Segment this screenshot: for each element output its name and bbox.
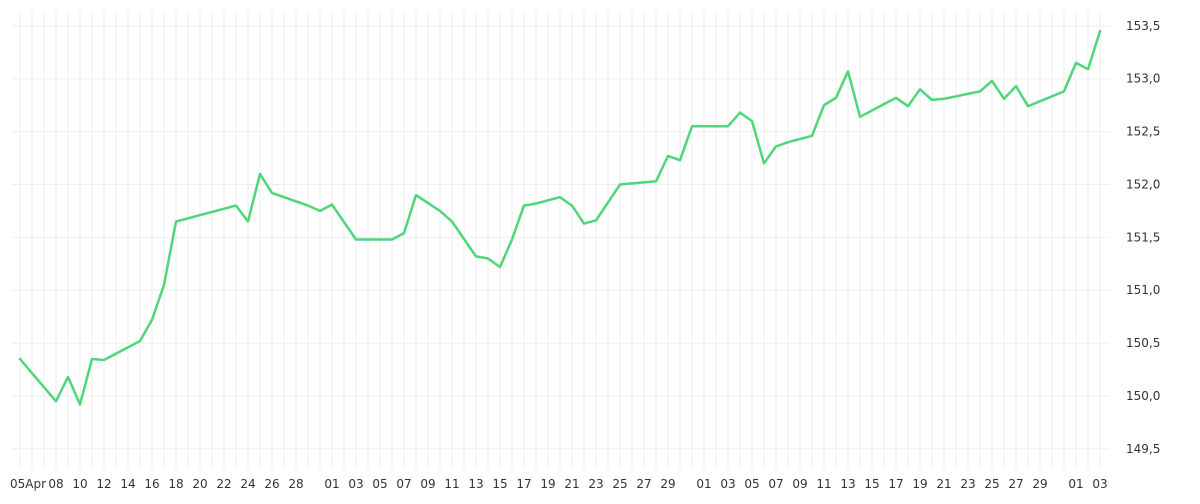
x-tick-label: 17 (516, 477, 531, 491)
x-tick-label: 05 (744, 477, 759, 491)
x-tick-label: 21 (936, 477, 951, 491)
x-tick-label: 09 (792, 477, 807, 491)
x-tick-label: 03 (348, 477, 363, 491)
x-tick-label: 07 (768, 477, 783, 491)
y-tick-label: 152,0 (1126, 177, 1160, 191)
x-tick-label: 03 (1092, 477, 1107, 491)
x-tick-label: 15 (492, 477, 507, 491)
x-tick-label: 18 (168, 477, 183, 491)
x-tick-label: 05 (372, 477, 387, 491)
y-tick-label: 149,5 (1126, 442, 1160, 456)
y-tick-label: 153,5 (1126, 19, 1160, 33)
x-tick-label: 25 (984, 477, 999, 491)
x-tick-label: 15 (864, 477, 879, 491)
x-tick-label: 24 (240, 477, 255, 491)
y-tick-label: 153,0 (1126, 72, 1160, 86)
x-tick-label: 09 (420, 477, 435, 491)
y-tick-label: 152,5 (1126, 125, 1160, 139)
x-tick-label: 20 (192, 477, 207, 491)
x-tick-label: 28 (288, 477, 303, 491)
x-tick-label: 11 (816, 477, 831, 491)
x-tick-label: 12 (96, 477, 111, 491)
x-tick-label: 23 (588, 477, 603, 491)
y-tick-label: 150,5 (1126, 336, 1160, 350)
x-tick-label: 01 (1068, 477, 1083, 491)
x-tick-label: 01 (696, 477, 711, 491)
x-tick-label: 13 (840, 477, 855, 491)
y-axis-ticks: 149,5 150,0 150,5 151,0 151,5 152,0 152,5 153,0… (1126, 19, 1160, 456)
x-tick-label: 29 (660, 477, 675, 491)
y-tick-label: 151,0 (1126, 283, 1160, 297)
x-tick-label: 23 (960, 477, 975, 491)
series-line-0 (18, 29, 1102, 406)
x-tick-label: 19 (540, 477, 555, 491)
y-tick-label: 150,0 (1126, 389, 1160, 403)
x-tick-label: 19 (912, 477, 927, 491)
grid (12, 10, 1110, 470)
x-tick-label: 27 (1008, 477, 1023, 491)
x-tick-label: 01 (324, 477, 339, 491)
x-axis-ticks: 05Apr 08 10 12 14 16 18 20 22 24 26 28 01 03 05 07 09 11 1… (10, 477, 1108, 491)
x-tick-label: 21 (564, 477, 579, 491)
x-tick-label: 07 (396, 477, 411, 491)
x-tick-label: 05Apr (10, 477, 46, 491)
x-tick-label: 14 (120, 477, 135, 491)
x-tick-label: 11 (444, 477, 459, 491)
x-tick-label: 27 (636, 477, 651, 491)
x-tick-label: 08 (48, 477, 63, 491)
x-tick-label: 25 (612, 477, 627, 491)
x-tick-label: 03 (720, 477, 735, 491)
x-tick-label: 10 (72, 477, 87, 491)
x-tick-label: 22 (216, 477, 231, 491)
y-tick-label: 151,5 (1126, 230, 1160, 244)
series-layer (18, 29, 1102, 406)
x-tick-label: 13 (468, 477, 483, 491)
x-tick-label: 17 (888, 477, 903, 491)
x-tick-label: 29 (1032, 477, 1047, 491)
x-tick-label: 16 (144, 477, 159, 491)
x-tick-label: 26 (264, 477, 279, 491)
